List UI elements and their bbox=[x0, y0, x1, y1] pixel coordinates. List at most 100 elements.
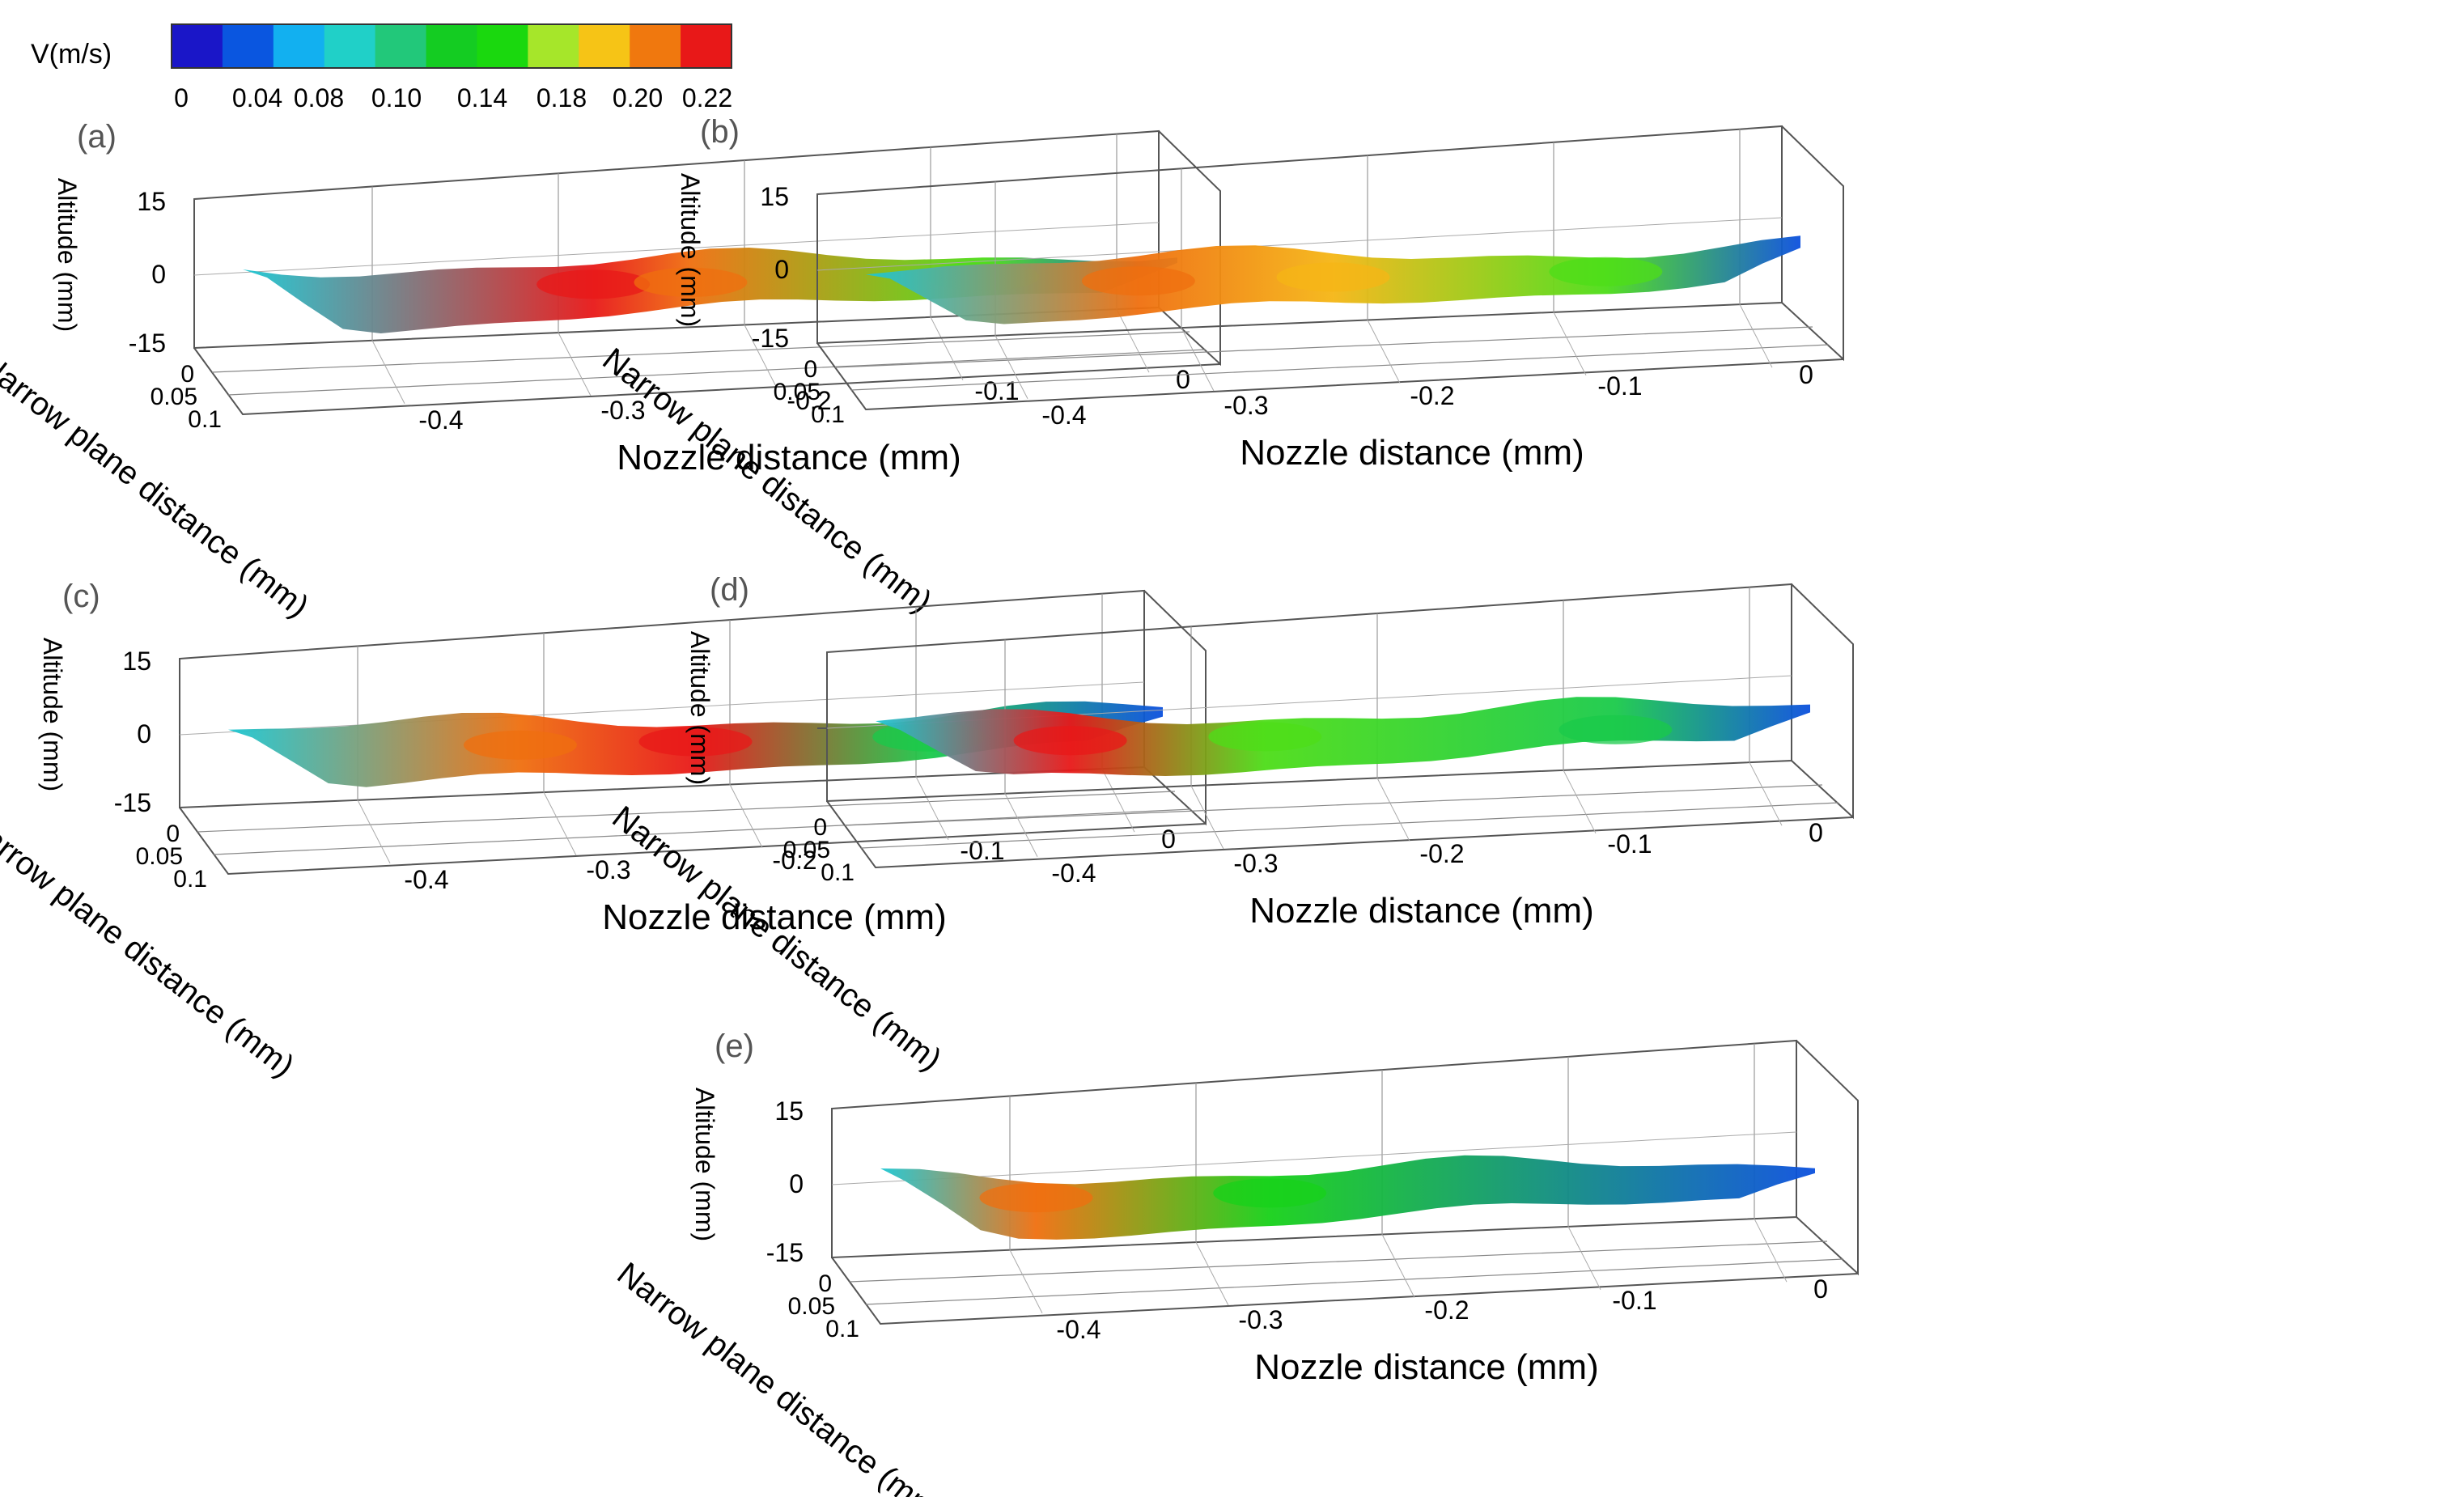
x-tick-label: 0 bbox=[1809, 818, 1823, 847]
x-tick-label: -0.2 bbox=[787, 386, 831, 415]
y-tick-label: 0.05 bbox=[151, 384, 197, 410]
x-tick-label: -0.3 bbox=[600, 396, 645, 425]
legend-swatch-4 bbox=[375, 24, 427, 68]
y-tick-label: 0.1 bbox=[811, 401, 845, 428]
z-axis-label: Altitude (mm) bbox=[685, 631, 715, 785]
legend-swatch-5 bbox=[426, 24, 477, 68]
color-legend: V(m/s) 0 0.04 0.08 0.10 0.14 0.18 0.20 0.22 bbox=[31, 23, 732, 112]
x-tick-label: -0.2 bbox=[1419, 839, 1464, 868]
x-tick-label: -0.3 bbox=[1224, 391, 1268, 420]
z-tick-label: -15 bbox=[129, 329, 166, 358]
panel-label: (e) bbox=[715, 1028, 754, 1064]
z-tick-label: 15 bbox=[774, 1096, 804, 1126]
x-axis-label: Nozzle distance (mm) bbox=[1240, 433, 1584, 473]
legend-tick-label: 0 bbox=[174, 83, 189, 112]
y-tick-label: 0.05 bbox=[783, 837, 830, 863]
z-tick-label: -15 bbox=[114, 788, 151, 817]
x-tick-label: -0.1 bbox=[1607, 829, 1652, 859]
velocity-hotspot bbox=[1549, 257, 1663, 286]
panel-label: (d) bbox=[710, 572, 749, 608]
x-tick-label: 0 bbox=[1161, 825, 1176, 854]
x-tick-label: -0.4 bbox=[404, 865, 448, 894]
legend-tick-label: 0.10 bbox=[371, 83, 422, 112]
y-axis-label: Narrow plane distance (mm) bbox=[606, 799, 948, 1078]
x-tick-label: -0.4 bbox=[1056, 1315, 1101, 1344]
x-tick-label: -0.2 bbox=[1424, 1296, 1469, 1325]
y-axis-label: Narrow plane distance (mm) bbox=[596, 341, 939, 620]
velocity-hotspot bbox=[638, 727, 753, 757]
velocity-surface bbox=[880, 1155, 1815, 1240]
y-tick-label: 0.05 bbox=[774, 379, 821, 405]
z-tick-label: 0 bbox=[789, 1169, 804, 1198]
y-tick-label: 0 bbox=[804, 356, 817, 383]
x-tick-label: -0.3 bbox=[1238, 1305, 1283, 1334]
legend-swatch-0 bbox=[172, 24, 223, 68]
legend-frame bbox=[171, 23, 732, 69]
y-axis-label: Narrow plane distance (mm) bbox=[611, 1256, 953, 1497]
z-axis-label: Altitude (mm) bbox=[53, 178, 82, 332]
x-tick-label: -0.4 bbox=[1041, 401, 1086, 430]
velocity-hotspot bbox=[1081, 266, 1195, 296]
velocity-hotspot bbox=[1208, 722, 1322, 752]
panel-label: (a) bbox=[77, 119, 117, 155]
legend-tick-label: 0.08 bbox=[294, 83, 344, 112]
y-tick-label: 0.1 bbox=[173, 866, 207, 893]
velocity-hotspot bbox=[634, 267, 748, 297]
velocity-hotspot bbox=[1013, 726, 1127, 756]
x-axis-label: Nozzle distance (mm) bbox=[617, 438, 961, 477]
legend-tick-label: 0.04 bbox=[232, 83, 282, 112]
legend-swatch-3 bbox=[324, 24, 376, 68]
x-tick-label: -0.2 bbox=[1410, 381, 1454, 410]
legend-swatches bbox=[172, 24, 732, 68]
legend-swatch-6 bbox=[477, 24, 528, 68]
y-tick-label: 0 bbox=[813, 814, 827, 841]
x-tick-label: 0 bbox=[1799, 360, 1813, 389]
legend-tick-label: 0.20 bbox=[613, 83, 663, 112]
legend-swatch-7 bbox=[528, 24, 579, 68]
legend-swatch-2 bbox=[273, 24, 325, 68]
z-tick-label: 0 bbox=[137, 719, 151, 748]
x-tick-label: -0.3 bbox=[1233, 849, 1278, 878]
y-tick-label: 0.1 bbox=[821, 859, 855, 886]
x-tick-label: -0.2 bbox=[772, 846, 816, 875]
z-tick-label: 0 bbox=[774, 255, 789, 284]
velocity-hotspot bbox=[1213, 1178, 1327, 1208]
velocity-hotspot bbox=[1559, 715, 1673, 744]
x-tick-label: -0.1 bbox=[1612, 1286, 1656, 1315]
z-axis-label: Altitude (mm) bbox=[38, 638, 67, 791]
x-axis-label: Nozzle distance (mm) bbox=[1254, 1347, 1598, 1387]
y-tick-label: 0.1 bbox=[825, 1316, 859, 1342]
z-tick-label: -15 bbox=[752, 324, 789, 353]
panel-label: (c) bbox=[62, 579, 100, 614]
z-tick-label: 15 bbox=[760, 182, 789, 211]
velocity-hotspot bbox=[1276, 262, 1390, 292]
legend-tick-labels: 0 0.04 0.08 0.10 0.14 0.18 0.20 0.22 bbox=[174, 83, 732, 112]
z-tick-label: 15 bbox=[137, 187, 166, 216]
legend-swatch-8 bbox=[579, 24, 630, 68]
legend-title: V(m/s) bbox=[31, 39, 112, 70]
y-tick-label: 0.1 bbox=[188, 406, 222, 433]
legend-swatch-10 bbox=[681, 24, 732, 68]
velocity-hotspot bbox=[979, 1183, 1093, 1213]
velocity-hotspot bbox=[536, 269, 651, 299]
y-tick-label: 0 bbox=[166, 821, 180, 847]
z-tick-label: 15 bbox=[122, 647, 151, 676]
x-tick-label: -0.1 bbox=[960, 836, 1004, 865]
y-tick-label: 0 bbox=[818, 1270, 832, 1297]
y-tick-label: 0.05 bbox=[788, 1293, 835, 1320]
velocity-hotspot bbox=[463, 730, 577, 760]
x-tick-label: 0 bbox=[1176, 365, 1190, 394]
x-tick-label: -0.1 bbox=[1597, 371, 1642, 401]
x-tick-label: -0.4 bbox=[418, 405, 463, 435]
z-axis-label: Altitude (mm) bbox=[676, 173, 705, 327]
z-tick-label: -15 bbox=[766, 1238, 804, 1267]
y-tick-label: 0 bbox=[180, 361, 194, 388]
x-tick-label: -0.3 bbox=[586, 855, 630, 884]
y-tick-label: 0.05 bbox=[136, 843, 183, 870]
legend-swatch-9 bbox=[630, 24, 681, 68]
legend-swatch-1 bbox=[222, 24, 274, 68]
